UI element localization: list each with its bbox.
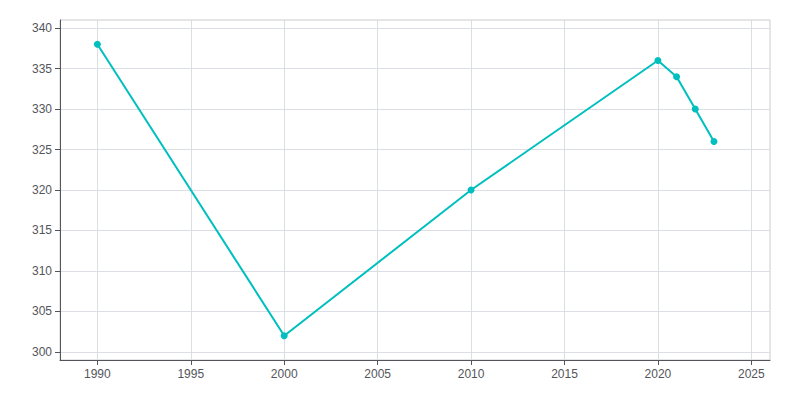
svg-text:2020: 2020 [645, 367, 672, 381]
svg-text:310: 310 [32, 264, 52, 278]
svg-text:2015: 2015 [551, 367, 578, 381]
svg-text:305: 305 [32, 304, 52, 318]
svg-text:330: 330 [32, 102, 52, 116]
svg-text:335: 335 [32, 62, 52, 76]
svg-text:320: 320 [32, 183, 52, 197]
svg-text:2000: 2000 [271, 367, 298, 381]
svg-text:2025: 2025 [738, 367, 765, 381]
svg-text:325: 325 [32, 143, 52, 157]
svg-text:315: 315 [32, 223, 52, 237]
svg-text:1995: 1995 [177, 367, 204, 381]
svg-text:1990: 1990 [84, 367, 111, 381]
svg-text:340: 340 [32, 21, 52, 35]
svg-text:300: 300 [32, 345, 52, 359]
svg-text:2005: 2005 [364, 367, 391, 381]
svg-text:2010: 2010 [458, 367, 485, 381]
